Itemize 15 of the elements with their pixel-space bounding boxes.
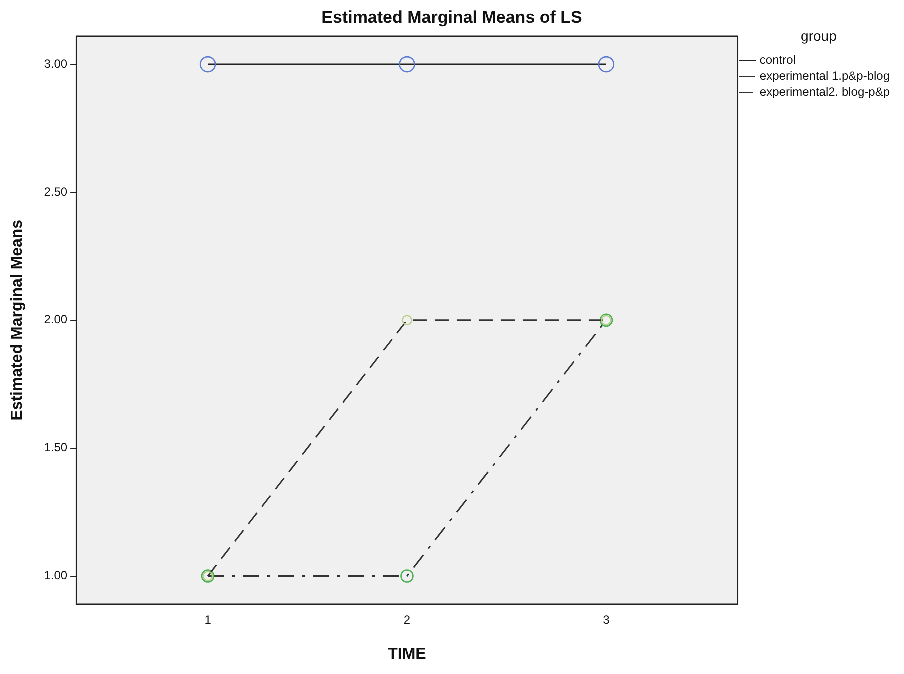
legend-title: group — [801, 28, 838, 44]
x-tick-label: 3 — [603, 612, 610, 627]
legend-label: control — [760, 53, 796, 68]
y-tick-label: 1.00 — [44, 568, 68, 583]
x-axis-title: TIME — [388, 646, 427, 663]
chart-title: Estimated Marginal Means of LS — [322, 8, 582, 27]
legend-label: experimental 1.p&p-blog — [760, 69, 890, 84]
x-tick-label: 1 — [204, 612, 212, 627]
y-tick-label: 3.00 — [44, 56, 68, 71]
y-tick-label: 2.50 — [44, 184, 68, 199]
y-axis-title: Estimated Marginal Means — [9, 220, 26, 421]
y-tick-label: 1.50 — [44, 440, 68, 455]
y-tick-label: 2.00 — [44, 312, 68, 327]
x-tick-label: 2 — [404, 612, 411, 627]
legend-label: experimental2. blog-p&p — [760, 85, 890, 100]
